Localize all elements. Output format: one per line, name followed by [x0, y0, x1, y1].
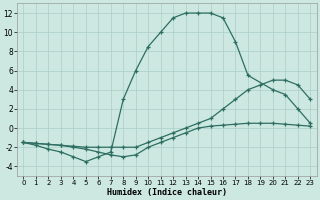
X-axis label: Humidex (Indice chaleur): Humidex (Indice chaleur): [107, 188, 227, 197]
